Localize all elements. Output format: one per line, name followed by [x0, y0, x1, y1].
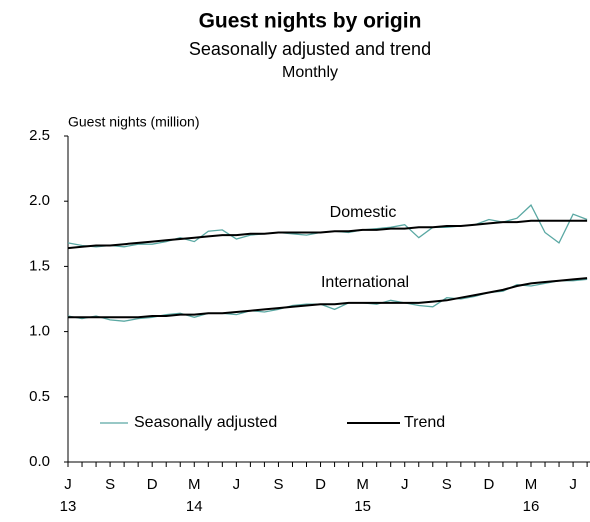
series-line [68, 277, 588, 319]
x-tick-label: J [233, 476, 241, 493]
x-tick-label: J [569, 476, 577, 493]
y-tick-label: 2.5 [29, 127, 50, 144]
x-year-label: 13 [60, 498, 77, 515]
x-tick-label: M [356, 476, 369, 493]
y-axis-label: Guest nights (million) [68, 114, 200, 130]
x-tick-label: M [188, 476, 201, 493]
chart-frequency: Monthly [282, 64, 338, 81]
x-tick-label: S [105, 476, 115, 493]
x-tick-label: D [483, 476, 494, 493]
chart-subtitle: Seasonally adjusted and trend [189, 39, 431, 59]
y-tick-label: 1.0 [29, 323, 50, 340]
legend-label: Trend [404, 414, 445, 431]
x-tick-label: J [401, 476, 409, 493]
y-tick-label: 1.5 [29, 257, 50, 274]
series-annotation: International [321, 274, 409, 291]
y-tick-label: 2.0 [29, 192, 50, 209]
series-line [67, 219, 588, 250]
x-tick-label: M [525, 476, 538, 493]
x-tick-label: S [442, 476, 452, 493]
x-tick-label: S [273, 476, 283, 493]
y-tick-label: 0.0 [29, 453, 50, 470]
legend-label: Seasonally adjusted [134, 414, 277, 431]
x-tick-label: J [64, 476, 72, 493]
x-tick-label: D [147, 476, 158, 493]
x-year-label: 15 [354, 498, 371, 515]
y-tick-label: 0.5 [29, 388, 50, 405]
chart-title: Guest nights by origin [199, 10, 422, 33]
x-tick-label: D [315, 476, 326, 493]
series-annotation: Domestic [330, 204, 397, 221]
x-year-label: 14 [186, 498, 203, 515]
series-line [67, 204, 588, 248]
x-year-label: 16 [523, 498, 540, 515]
